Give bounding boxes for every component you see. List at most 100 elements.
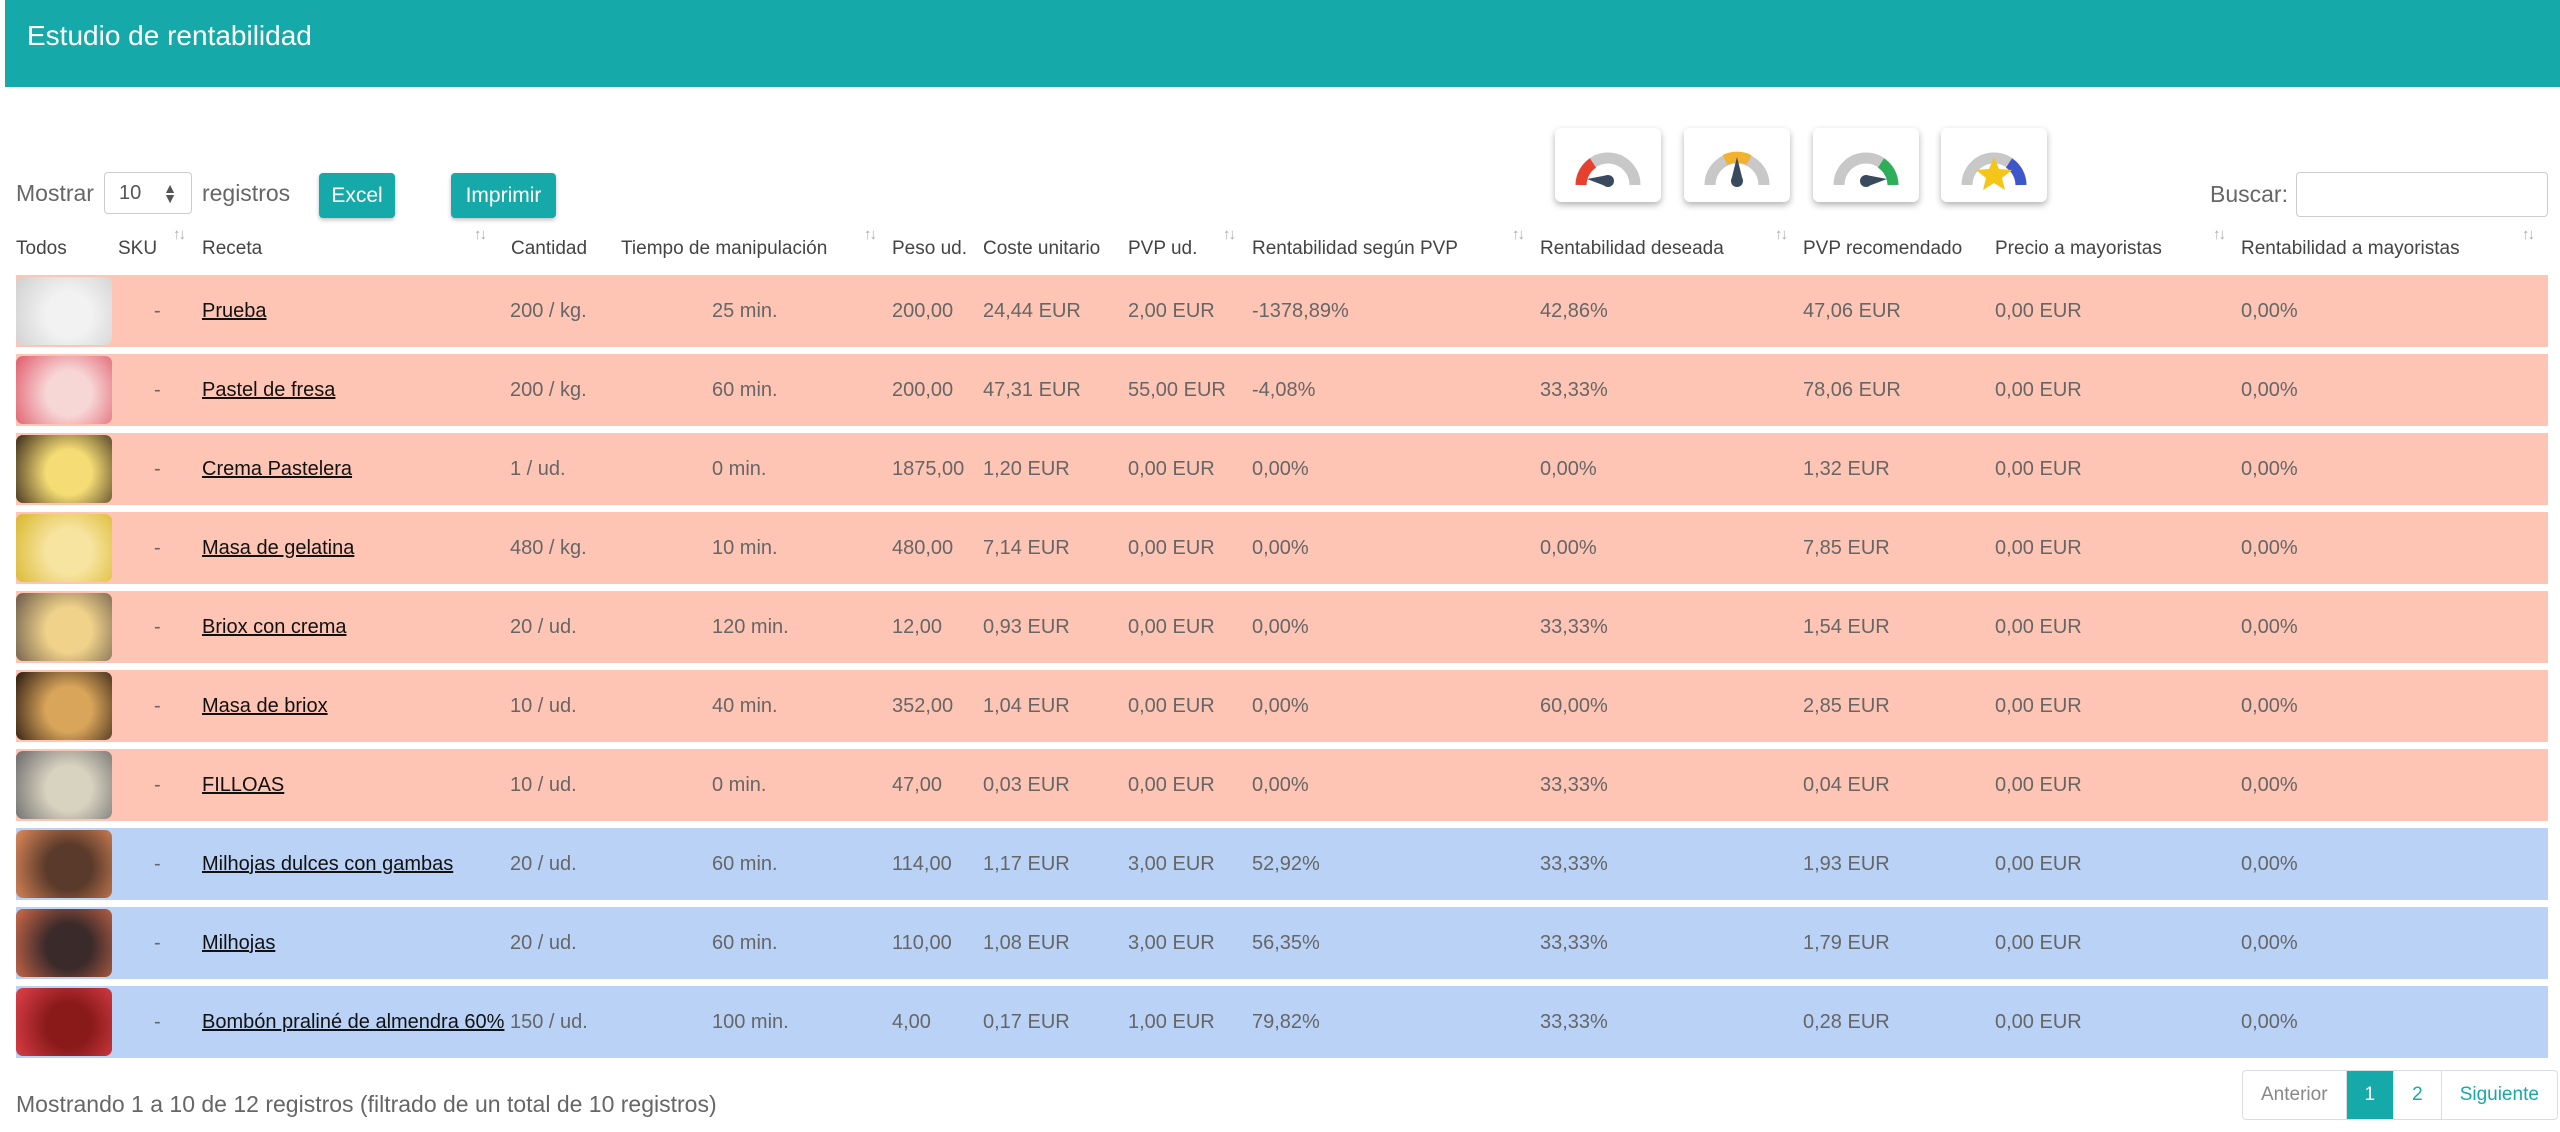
print-button[interactable]: Imprimir: [451, 173, 556, 218]
cell-handling-time: 10 min.: [712, 537, 778, 559]
header-recommended-price[interactable]: PVP recomendado: [1803, 238, 1963, 259]
cell-wholesale-profit: 0,00%: [2241, 616, 2298, 638]
prev-page-button[interactable]: Anterior: [2261, 1084, 2328, 1105]
cell-unit-cost: 0,93 EUR: [983, 616, 1070, 638]
recipe-thumbnail[interactable]: [16, 909, 112, 977]
cell-profit-pvp: 0,00%: [1252, 458, 1309, 480]
cell-handling-time: 0 min.: [712, 774, 767, 796]
filter-mid-button[interactable]: [1684, 128, 1790, 202]
header-desired-profit[interactable]: Rentabilidad deseada: [1540, 238, 1724, 259]
recipe-thumbnail[interactable]: [16, 593, 112, 661]
cell-recipe[interactable]: Pastel de fresa: [202, 379, 336, 401]
sort-icon[interactable]: ↑↓: [864, 226, 877, 243]
table-row: - Pastel de fresa 200 / kg. 60 min. 200,00 47…: [16, 354, 2548, 426]
cell-desired-profit: 0,00%: [1540, 458, 1597, 480]
cell-recipe[interactable]: Bombón praliné de almendra 60%: [202, 1011, 505, 1033]
recipe-thumbnail[interactable]: [16, 672, 112, 740]
cell-unit-price: 0,00 EUR: [1128, 458, 1215, 480]
cell-wholesale-price: 0,00 EUR: [1995, 774, 2082, 796]
cell-recipe[interactable]: Masa de gelatina: [202, 537, 355, 559]
cell-wholesale-profit: 0,00%: [2241, 853, 2298, 875]
recipe-thumbnail[interactable]: [16, 356, 112, 424]
cell-unit-weight: 114,00: [892, 853, 952, 875]
sort-icon[interactable]: ↑↓: [2213, 226, 2226, 243]
search-control: Buscar:: [2210, 172, 2548, 217]
cell-unit-weight: 1875,00: [892, 458, 965, 480]
filter-low-button[interactable]: [1555, 128, 1661, 202]
sort-icon[interactable]: ↑↓: [2522, 226, 2535, 243]
page-1-button[interactable]: 1: [2345, 1071, 2394, 1119]
cell-recommended-price: 1,54 EUR: [1803, 616, 1890, 638]
next-page-button[interactable]: Siguiente: [2440, 1071, 2557, 1119]
recipe-thumbnail[interactable]: [16, 830, 112, 898]
recipe-thumbnail[interactable]: [16, 988, 112, 1056]
gauge-high-icon: [1833, 152, 1899, 187]
header-wholesale-profit[interactable]: Rentabilidad a mayoristas: [2241, 238, 2460, 259]
cell-wholesale-profit: 0,00%: [2241, 300, 2298, 322]
cell-wholesale-price: 0,00 EUR: [1995, 300, 2082, 322]
cell-recipe[interactable]: Briox con crema: [202, 616, 347, 638]
header-wholesale-price[interactable]: Precio a mayoristas: [1995, 238, 2162, 259]
cell-unit-price: 0,00 EUR: [1128, 616, 1215, 638]
sort-icon[interactable]: ↑↓: [1775, 226, 1788, 243]
table-row: - Milhojas dulces con gambas 20 / ud. 60 mi…: [16, 828, 2548, 900]
cell-unit-cost: 0,03 EUR: [983, 774, 1070, 796]
header-profit-pvp[interactable]: Rentabilidad según PVP: [1252, 238, 1458, 259]
recipe-thumbnail[interactable]: [16, 435, 112, 503]
cell-handling-time: 120 min.: [712, 616, 789, 638]
cell-unit-weight: 12,00: [892, 616, 943, 638]
cell-desired-profit: 33,33%: [1540, 616, 1608, 638]
cell-wholesale-price: 0,00 EUR: [1995, 379, 2082, 401]
pagination: Anterior 1 2 Siguiente: [2242, 1070, 2558, 1120]
filter-star-button[interactable]: [1941, 128, 2047, 202]
header-unit-weight[interactable]: Peso ud.: [892, 238, 967, 259]
excel-button[interactable]: Excel: [319, 173, 395, 218]
cell-desired-profit: 33,33%: [1540, 853, 1608, 875]
sort-icon[interactable]: ↑↓: [1223, 226, 1236, 243]
cell-wholesale-price: 0,00 EUR: [1995, 695, 2082, 717]
header-handling-time[interactable]: Tiempo de manipulación: [621, 238, 828, 259]
cell-sku: -: [154, 1011, 161, 1033]
cell-quantity: 10 / ud.: [510, 695, 577, 717]
cell-recommended-price: 1,32 EUR: [1803, 458, 1890, 480]
cell-recipe[interactable]: Prueba: [202, 300, 267, 322]
header-unit-cost[interactable]: Coste unitario: [983, 238, 1101, 259]
cell-handling-time: 60 min.: [712, 853, 778, 875]
table-header: Todos SKU ↑↓ Receta ↑↓ Cantidad Tiempo d…: [0, 226, 2560, 272]
cell-desired-profit: 33,33%: [1540, 1011, 1608, 1033]
header-quantity[interactable]: Cantidad: [511, 238, 588, 259]
table-row: - Briox con crema 20 / ud. 120 min. 12,00 0,9…: [16, 591, 2548, 663]
table-row: - Crema Pastelera 1 / ud. 0 min. 1875,00 1,20…: [16, 433, 2548, 505]
cell-handling-time: 0 min.: [712, 458, 767, 480]
page-title: Estudio de rentabilidad: [27, 20, 312, 51]
cell-wholesale-price: 0,00 EUR: [1995, 458, 2082, 480]
recipe-thumbnail[interactable]: [16, 751, 112, 819]
sort-icon[interactable]: ↑↓: [173, 226, 186, 243]
header-select-all[interactable]: Todos: [16, 238, 67, 259]
cell-recipe[interactable]: Milhojas dulces con gambas: [202, 853, 454, 875]
sort-icon[interactable]: ↑↓: [1512, 226, 1525, 243]
cell-recipe[interactable]: Crema Pastelera: [202, 458, 353, 480]
cell-recipe[interactable]: Milhojas: [202, 932, 276, 954]
cell-recipe[interactable]: Masa de briox: [202, 695, 328, 717]
table-row: - Prueba 200 / kg. 25 min. 200,00 24,44 EUR 2,…: [16, 275, 2548, 347]
header-recipe[interactable]: Receta: [202, 238, 263, 259]
cell-unit-cost: 1,17 EUR: [983, 853, 1070, 875]
recipe-thumbnail[interactable]: [16, 514, 112, 582]
recipe-thumbnail[interactable]: [16, 277, 112, 345]
page-2-button[interactable]: 2: [2393, 1071, 2441, 1119]
search-input[interactable]: [2295, 172, 2548, 217]
cell-recommended-price: 0,04 EUR: [1803, 774, 1890, 796]
filter-high-button[interactable]: [1813, 128, 1919, 202]
header-unit-price[interactable]: PVP ud.: [1128, 238, 1198, 259]
cell-recipe[interactable]: FILLOAS: [202, 774, 285, 796]
table-info: Mostrando 1 a 10 de 12 registros (filtra…: [16, 1091, 717, 1117]
cell-profit-pvp: 0,00%: [1252, 616, 1309, 638]
cell-sku: -: [154, 695, 161, 717]
page-length-select[interactable]: 10 ▲ ▼: [103, 172, 192, 214]
search-label: Buscar:: [2210, 181, 2288, 207]
header-sku[interactable]: SKU: [118, 238, 158, 259]
sort-icon[interactable]: ↑↓: [474, 226, 487, 243]
cell-sku: -: [154, 616, 161, 638]
cell-quantity: 1 / ud.: [510, 458, 566, 480]
